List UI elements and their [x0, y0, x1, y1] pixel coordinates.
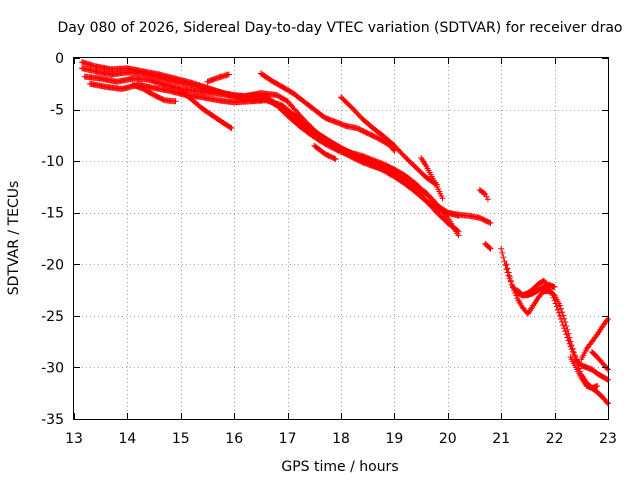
series-marks — [316, 132, 344, 152]
x-tick-label: 14 — [118, 431, 136, 447]
series-arc19 — [578, 316, 611, 363]
series-arc11 — [338, 94, 441, 188]
x-tick-label: 19 — [385, 431, 403, 447]
y-tick-label: 0 — [55, 51, 64, 67]
x-axis-label: GPS time / hours — [281, 459, 398, 475]
series-marks — [498, 245, 611, 383]
y-tick-label: -25 — [41, 309, 64, 325]
x-tick-label: 22 — [546, 431, 564, 447]
grid — [74, 58, 608, 419]
y-tick-label: -30 — [41, 360, 64, 376]
series-arc20 — [589, 349, 611, 373]
series-marks — [177, 88, 235, 132]
series-marks — [81, 73, 462, 235]
x-tick-label: 16 — [225, 431, 243, 447]
x-tick-label: 23 — [599, 431, 617, 447]
x-tick-label: 17 — [279, 431, 297, 447]
y-tick-label: -20 — [41, 257, 64, 273]
series-arc8 — [257, 70, 398, 154]
series-marks — [338, 94, 441, 188]
series-arc12 — [418, 155, 446, 202]
x-tick-label: 18 — [332, 431, 350, 447]
y-tick-label: -15 — [41, 206, 64, 222]
y-tick-label: -35 — [41, 412, 64, 428]
axes: 13 14 15 16 17 18 19 20 21 22 23 0 -5 -10 -15 -20 -25 -30… — [41, 51, 617, 447]
series-marks — [257, 70, 398, 154]
y-tick-label: -5 — [50, 103, 64, 119]
series-marks — [476, 187, 491, 203]
series-marks — [578, 316, 611, 363]
series-marks — [129, 81, 179, 105]
series-arc15 — [498, 245, 611, 383]
series-arc5 — [129, 81, 179, 105]
x-tick-label: 20 — [439, 431, 457, 447]
series-arc3 — [81, 73, 462, 235]
x-tick-label: 21 — [492, 431, 510, 447]
series-arc18 — [567, 354, 601, 392]
y-axis-label: SDTVAR / TECUs — [6, 181, 22, 296]
series-arc13 — [476, 187, 491, 203]
series-marks — [311, 142, 339, 163]
series-arc7 — [204, 71, 232, 85]
chart-title: Day 080 of 2026, Sidereal Day-to-day VTE… — [57, 20, 622, 36]
series-arc9 — [316, 132, 344, 152]
x-tick-label: 13 — [65, 431, 83, 447]
data-layer — [79, 59, 611, 407]
series-arc6 — [177, 88, 235, 132]
series-marks — [418, 155, 446, 202]
series-marks — [514, 281, 558, 299]
plot-frame — [73, 57, 609, 420]
series-marks — [482, 240, 494, 252]
series-marks — [204, 71, 232, 85]
series-marks — [589, 349, 611, 373]
series-arc14 — [482, 240, 494, 252]
x-tick-label: 15 — [172, 431, 190, 447]
y-tick-label: -10 — [41, 154, 64, 170]
series-arc10 — [311, 142, 339, 163]
series-marks — [567, 354, 601, 392]
series-arc17 — [514, 281, 558, 299]
